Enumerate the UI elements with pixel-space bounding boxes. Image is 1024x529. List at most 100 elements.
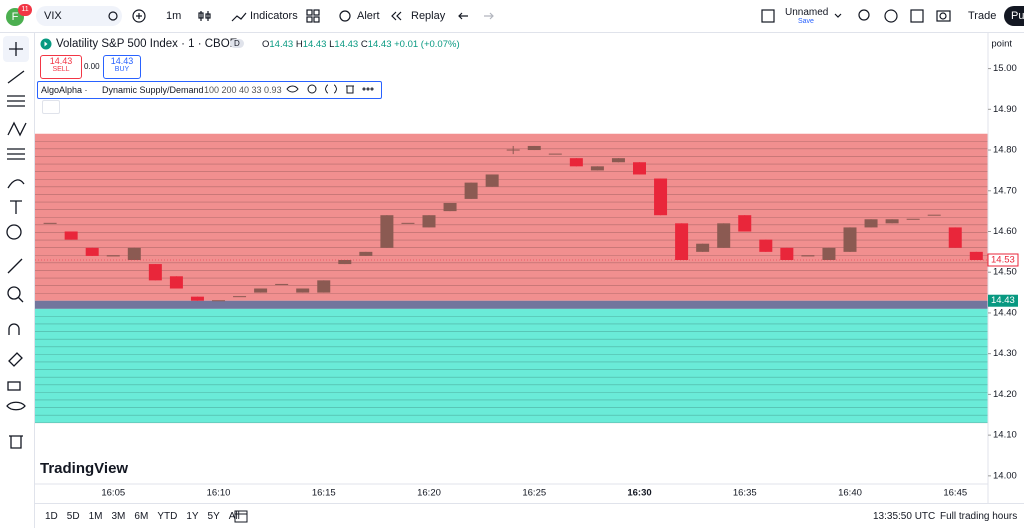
- candle-body: [380, 215, 394, 248]
- c-label: C: [360, 39, 368, 50]
- y-tick-label: 14.80: [993, 145, 1017, 156]
- candle-body: [527, 145, 541, 151]
- interval[interactable]: 1m: [166, 10, 182, 22]
- drawing-toolbar: [3, 36, 29, 449]
- candle-body: [885, 219, 899, 224]
- collapse-legend[interactable]: [42, 100, 60, 114]
- replay-button[interactable]: Replay: [411, 10, 446, 22]
- candle-body: [148, 264, 162, 281]
- indicator-name: Dynamic Supply/Demand: [102, 85, 204, 95]
- sell-label: SELL: [52, 66, 70, 73]
- save-status: Save: [798, 18, 814, 25]
- range-button[interactable]: All: [228, 511, 240, 522]
- range-button[interactable]: 1M: [88, 511, 103, 522]
- candle-body: [759, 239, 773, 252]
- top-toolbar: F 11 VIX 1m Indicators Alert Replay Unna…: [0, 0, 1024, 33]
- candle-body: [675, 223, 689, 260]
- x-tick-label: 16:25: [522, 488, 546, 499]
- change: +0.01 (+0.07%): [394, 39, 460, 50]
- candle-body: [422, 215, 436, 228]
- candle-body: [633, 162, 646, 175]
- candle-body: [464, 182, 478, 199]
- x-tick-label: 16:45: [943, 488, 967, 499]
- symbol[interactable]: VIX: [44, 10, 62, 22]
- sell-button[interactable]: 14.43 SELL: [40, 55, 82, 79]
- last-price-label: 14.53: [991, 255, 1015, 266]
- delay-badge: D: [230, 39, 244, 48]
- price-unit: point: [991, 39, 1012, 50]
- l-value: 14.43: [334, 39, 359, 50]
- range-button[interactable]: 5Y: [207, 511, 220, 522]
- candle-body: [296, 288, 310, 293]
- range-button[interactable]: 5D: [66, 511, 80, 522]
- candle-body: [948, 227, 962, 248]
- c-value: 14.43: [367, 39, 392, 50]
- toolbar-icons: [108, 9, 951, 23]
- y-tick-label: 14.50: [993, 267, 1017, 278]
- candle-body: [717, 223, 731, 248]
- range-button[interactable]: 1Y: [186, 511, 199, 522]
- y-tick-label: 14.60: [993, 226, 1017, 237]
- candle-body: [738, 215, 752, 232]
- buy-label: BUY: [114, 66, 130, 73]
- publish-button[interactable]: Pu: [1004, 6, 1024, 26]
- range-button[interactable]: YTD: [157, 511, 178, 522]
- legend-dot: [40, 38, 52, 50]
- date-range-icon[interactable]: [233, 508, 249, 524]
- buy-button[interactable]: 14.43 BUY: [103, 55, 141, 79]
- session[interactable]: Full trading hours: [940, 511, 1018, 522]
- candle-body: [611, 158, 625, 163]
- range-button[interactable]: 6M: [134, 511, 149, 522]
- o-value: 14.43: [269, 39, 294, 50]
- indicator-legend: [37, 81, 382, 99]
- y-tick-label: 14.90: [993, 104, 1017, 115]
- candle-body: [254, 288, 268, 293]
- y-tick-label: 15.00: [993, 63, 1017, 74]
- candle-body: [64, 231, 78, 240]
- indicator-icons: [286, 84, 374, 94]
- x-tick-label: 16:20: [417, 488, 441, 499]
- h-label: H: [295, 39, 303, 50]
- indicator-price-box: [988, 294, 1018, 307]
- range-button[interactable]: 3M: [111, 511, 126, 522]
- left-divider: [34, 32, 35, 528]
- x-tick-label: 16:10: [207, 488, 231, 499]
- candle-body: [969, 251, 983, 260]
- range-button[interactable]: 1D: [45, 511, 58, 522]
- zone-supply: [35, 133, 988, 301]
- sell-price: 14.43: [49, 56, 73, 66]
- candle-body: [696, 243, 710, 252]
- watermark: TradingView: [40, 460, 129, 477]
- h-value: 14.43: [302, 39, 327, 50]
- indicator-params: 100 200 40 33 0.93: [204, 85, 282, 95]
- notification-badge: 11: [18, 4, 32, 16]
- y-tick-label: 14.30: [993, 348, 1017, 359]
- layout-name[interactable]: Unnamed: [785, 7, 829, 18]
- candle-body: [359, 251, 373, 256]
- range-buttons: 1D 5D 1M 3M 6M YTD 1Y 5Y All: [45, 511, 240, 522]
- zone-equilibrium: [35, 300, 988, 309]
- symbol-search[interactable]: [36, 6, 122, 26]
- candle-body: [654, 178, 668, 216]
- indicators-button[interactable]: Indicators: [250, 10, 298, 22]
- candle-body: [569, 158, 583, 167]
- candle-body: [85, 247, 99, 256]
- buy-price: 14.43: [110, 56, 134, 66]
- x-tick-label: 16:15: [312, 488, 336, 499]
- candle-body: [864, 219, 878, 228]
- candle-body: [590, 166, 604, 171]
- alert-button[interactable]: Alert: [357, 10, 380, 22]
- l-label: L: [329, 39, 335, 50]
- candle-body: [822, 247, 836, 260]
- last-price-box: [987, 253, 1019, 267]
- indicator-price-label: 14.43: [991, 295, 1015, 306]
- trade-button[interactable]: Trade: [968, 10, 997, 22]
- candle-body: [780, 247, 794, 260]
- candle-body: [485, 174, 499, 187]
- o-label: O: [262, 39, 270, 50]
- ohlc: O14.43 H14.43 L14.43 C14.43 +0.01 (+0.07…: [262, 39, 460, 50]
- zone-demand: [35, 308, 988, 423]
